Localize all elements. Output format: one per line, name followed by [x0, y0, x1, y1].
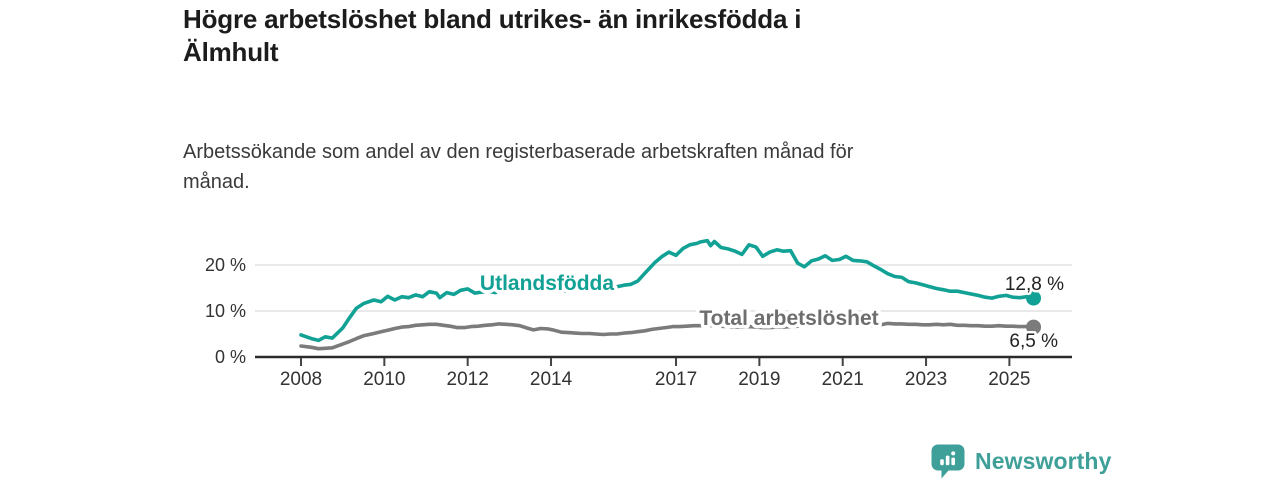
chart-subtitle: Arbetssökande som andel av den registerb… — [183, 137, 1083, 197]
series-end-dot-total-arbetsl-shet — [1026, 319, 1042, 335]
logo-bar-medium — [951, 457, 955, 466]
logo-bar-tall — [945, 455, 950, 466]
newsworthy-wordmark: Newsworthy — [975, 448, 1112, 474]
end-value-label: 12,8 % — [1005, 274, 1064, 295]
x-tick-label: 2017 — [655, 369, 697, 390]
x-tick-label: 2014 — [530, 369, 573, 390]
page-title-line-1: Högre arbetslöshet bland utrikes- än inr… — [183, 4, 802, 34]
x-tick-label: 2010 — [363, 369, 405, 390]
logo-bar-short — [940, 459, 944, 466]
x-tick-label: 2012 — [447, 369, 489, 390]
y-tick-label: 20 % — [205, 255, 246, 275]
x-tick-label: 2019 — [738, 369, 780, 390]
x-tick-label: 2023 — [905, 369, 947, 390]
chart-subtitle-line-1: Arbetssökande som andel av den registerb… — [183, 141, 854, 163]
series-label: Total arbetslöshet — [699, 307, 878, 330]
page-title-line-2: Älmhult — [183, 37, 279, 67]
x-tick-label: 2021 — [822, 369, 864, 390]
chart-subtitle-line-2: månad. — [183, 171, 250, 193]
y-tick-label: 0 % — [215, 347, 246, 367]
page-title: Högre arbetslöshet bland utrikes- än inr… — [183, 3, 1063, 69]
logo-exclamation-dot — [951, 451, 956, 456]
y-tick-label: 10 % — [205, 301, 246, 321]
end-value-label: 6,5 % — [1009, 331, 1058, 352]
bar-chart-speech-bubble-icon — [931, 444, 965, 479]
x-tick-label: 2025 — [988, 369, 1030, 390]
series-line-utlandsf-dda — [299, 238, 1036, 343]
x-tick-label: 2008 — [280, 369, 322, 390]
series-label: Utlandsfödda — [480, 272, 614, 295]
newsworthy-logo[interactable]: Newsworthy — [930, 443, 1111, 480]
series-line-total-arbetsl-shet — [299, 320, 1036, 351]
series-end-dot-utlandsf-dda — [1026, 290, 1042, 306]
